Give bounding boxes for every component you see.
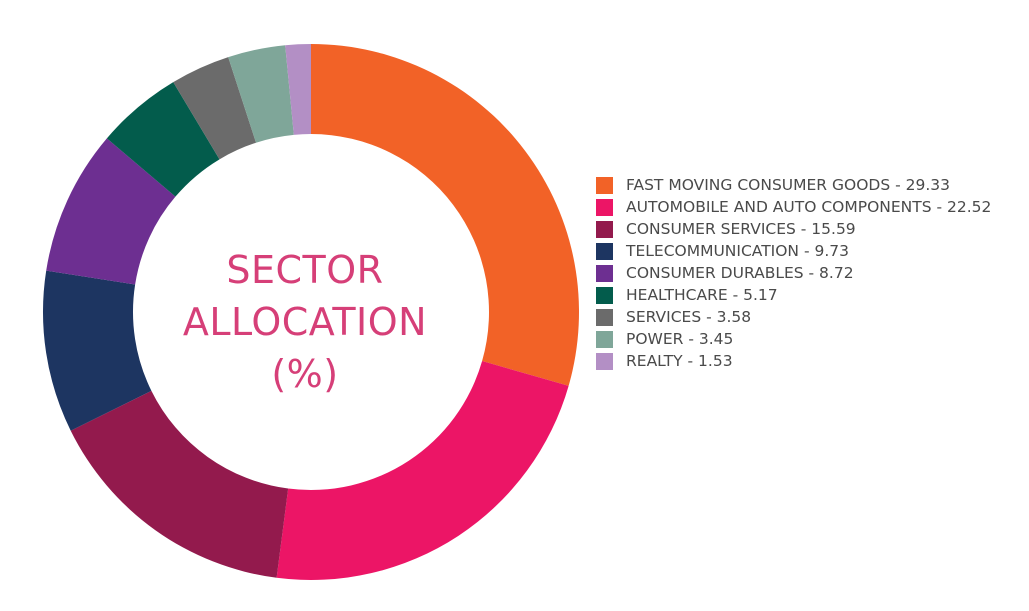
legend-item: AUTOMOBILE AND AUTO COMPONENTS - 22.52 [596, 196, 1016, 218]
legend-label: HEALTHCARE - 5.17 [626, 286, 778, 304]
legend-swatch [596, 353, 613, 370]
legend-item: FAST MOVING CONSUMER GOODS - 29.33 [596, 174, 1016, 196]
donut-slice-power [228, 45, 294, 143]
legend-label: POWER - 3.45 [626, 330, 734, 348]
legend-label: REALTY - 1.53 [626, 352, 733, 370]
legend-label: CONSUMER SERVICES - 15.59 [626, 220, 856, 238]
donut-slice-telecommunication [42, 270, 152, 431]
legend-label: FAST MOVING CONSUMER GOODS - 29.33 [626, 176, 951, 194]
legend-item: SERVICES - 3.58 [596, 306, 1016, 328]
legend-item: CONSUMER SERVICES - 15.59 [596, 218, 1016, 240]
legend-item: CONSUMER DURABLES - 8.72 [596, 262, 1016, 284]
center-title-line-1: SECTOR [226, 248, 384, 292]
donut-slice-services [173, 57, 257, 160]
chart-legend: FAST MOVING CONSUMER GOODS - 29.33 AUTOMO… [596, 174, 1016, 372]
legend-swatch [596, 287, 613, 304]
legend-label: SERVICES - 3.58 [626, 308, 752, 326]
donut-slice-automobile-and-auto-components [276, 361, 569, 580]
donut-slice-realty [285, 44, 311, 135]
legend-label: AUTOMOBILE AND AUTO COMPONENTS - 22.52 [626, 198, 992, 216]
legend-swatch [596, 309, 613, 326]
donut-slice-consumer-services [70, 390, 289, 578]
legend-label: CONSUMER DURABLES - 8.72 [626, 264, 854, 282]
chart-center-title: SECTOR ALLOCATION (%) [160, 244, 450, 400]
legend-swatch [596, 331, 613, 348]
legend-swatch [596, 243, 613, 260]
legend-swatch [596, 221, 613, 238]
legend-swatch [596, 199, 613, 216]
legend-item: TELECOMMUNICATION - 9.73 [596, 240, 1016, 262]
legend-item: POWER - 3.45 [596, 328, 1016, 350]
legend-swatch [596, 265, 613, 282]
donut-slice-fast-moving-consumer-goods [311, 44, 579, 386]
center-title-line-2: ALLOCATION [182, 300, 428, 344]
legend-item: HEALTHCARE - 5.17 [596, 284, 1016, 306]
center-title-line-3: (%) [271, 352, 339, 396]
donut-slice-healthcare [106, 82, 220, 197]
legend-label: TELECOMMUNICATION - 9.73 [626, 242, 849, 260]
donut-slice-consumer-durables [46, 138, 176, 285]
legend-swatch [596, 177, 613, 194]
legend-item: REALTY - 1.53 [596, 350, 1016, 372]
